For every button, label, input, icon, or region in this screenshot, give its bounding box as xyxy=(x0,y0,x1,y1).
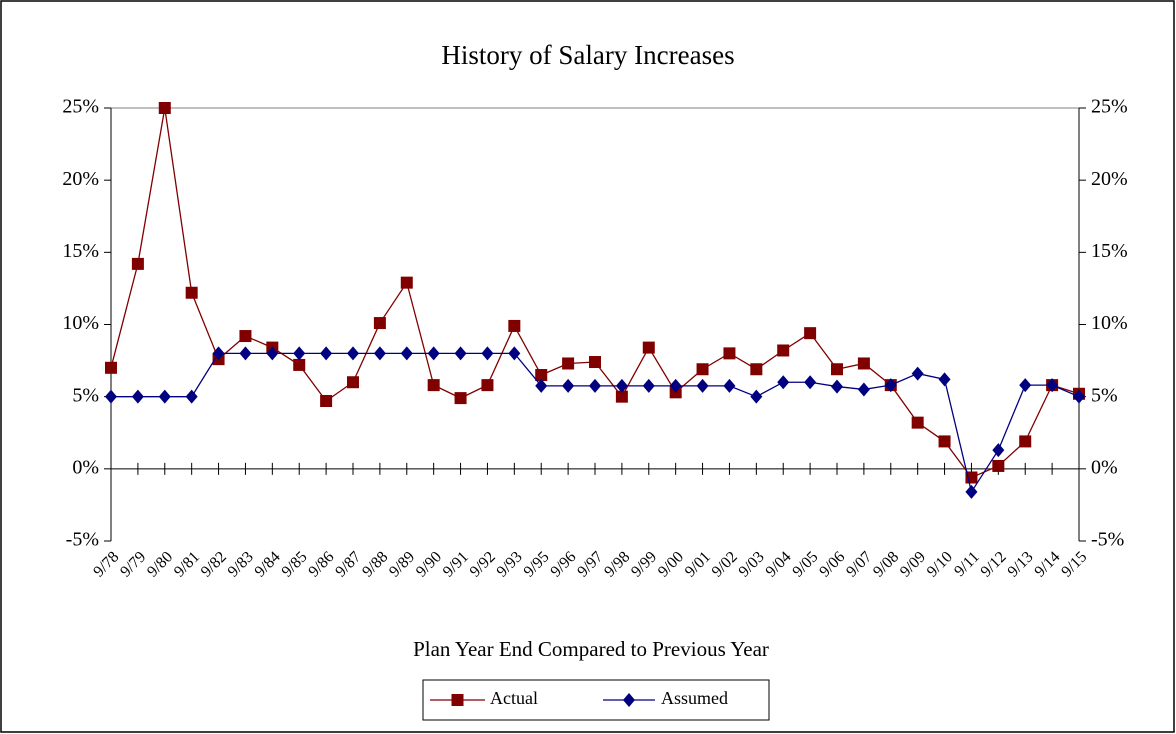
marker xyxy=(293,358,306,371)
legend-label: Actual xyxy=(490,688,538,708)
marker xyxy=(320,394,333,407)
marker xyxy=(535,369,548,382)
marker xyxy=(777,375,790,390)
marker xyxy=(831,363,843,376)
x-axis-label: Plan Year End Compared to Previous Year xyxy=(413,637,769,661)
marker xyxy=(454,346,467,361)
marker xyxy=(105,361,117,374)
marker xyxy=(1073,389,1085,404)
marker xyxy=(723,347,736,360)
chart-title: History of Salary Increases xyxy=(441,40,734,70)
marker xyxy=(804,375,817,390)
marker xyxy=(965,484,978,499)
y2-tick-label: 10% xyxy=(1091,312,1128,334)
marker xyxy=(212,346,225,361)
marker xyxy=(400,276,413,289)
legend-marker xyxy=(451,694,464,706)
y2-tick-label: 20% xyxy=(1091,168,1128,190)
marker xyxy=(131,257,144,270)
marker xyxy=(427,346,440,361)
marker xyxy=(508,319,521,332)
marker xyxy=(911,366,924,381)
y-tick-label: 0% xyxy=(72,456,99,478)
y-tick-label: -5% xyxy=(66,529,99,551)
marker xyxy=(642,378,655,393)
y-tick-label: 20% xyxy=(62,168,99,190)
marker xyxy=(293,346,306,361)
marker xyxy=(400,346,413,361)
marker xyxy=(589,356,601,369)
marker xyxy=(185,286,198,299)
marker xyxy=(427,379,440,392)
marker xyxy=(131,389,144,404)
marker xyxy=(508,346,521,361)
marker xyxy=(373,317,386,330)
marker xyxy=(938,435,951,448)
marker xyxy=(158,102,171,114)
marker xyxy=(266,346,279,361)
marker xyxy=(884,378,897,393)
marker xyxy=(857,357,870,370)
marker xyxy=(454,392,467,405)
y2-tick-label: 15% xyxy=(1091,240,1128,262)
marker xyxy=(347,376,359,389)
marker xyxy=(562,357,575,370)
marker xyxy=(1019,378,1032,393)
marker xyxy=(750,389,763,404)
marker xyxy=(750,363,763,376)
marker xyxy=(669,378,682,393)
y2-tick-label: 0% xyxy=(1091,456,1118,478)
marker xyxy=(320,346,333,361)
marker xyxy=(185,389,198,404)
marker xyxy=(804,327,817,340)
y-tick-label: 15% xyxy=(62,240,99,262)
marker xyxy=(239,330,252,343)
marker xyxy=(615,378,628,393)
legend-label: Assumed xyxy=(661,688,728,708)
marker xyxy=(481,379,494,392)
marker xyxy=(642,341,655,354)
y2-tick-label: 25% xyxy=(1091,96,1128,118)
marker xyxy=(373,346,386,361)
marker xyxy=(239,346,252,361)
marker xyxy=(1046,378,1059,393)
marker xyxy=(481,346,494,361)
marker xyxy=(1019,435,1032,448)
y2-tick-label: -5% xyxy=(1091,529,1124,551)
marker xyxy=(347,346,359,361)
marker xyxy=(938,372,951,387)
marker xyxy=(911,416,924,429)
marker xyxy=(158,389,171,404)
marker xyxy=(589,378,601,393)
marker xyxy=(105,389,117,404)
y-tick-label: 10% xyxy=(62,312,99,334)
marker xyxy=(777,344,790,357)
marker xyxy=(831,379,843,394)
marker xyxy=(535,378,548,393)
marker xyxy=(992,459,1005,472)
marker xyxy=(615,390,628,403)
y-tick-label: 25% xyxy=(62,96,99,118)
marker xyxy=(992,443,1005,458)
marker xyxy=(696,363,709,376)
marker xyxy=(562,378,575,393)
y-tick-label: 5% xyxy=(72,384,99,406)
legend-marker xyxy=(623,693,635,707)
y2-tick-label: 5% xyxy=(1091,384,1118,406)
marker xyxy=(857,382,870,397)
marker xyxy=(723,378,736,393)
marker xyxy=(696,378,709,393)
